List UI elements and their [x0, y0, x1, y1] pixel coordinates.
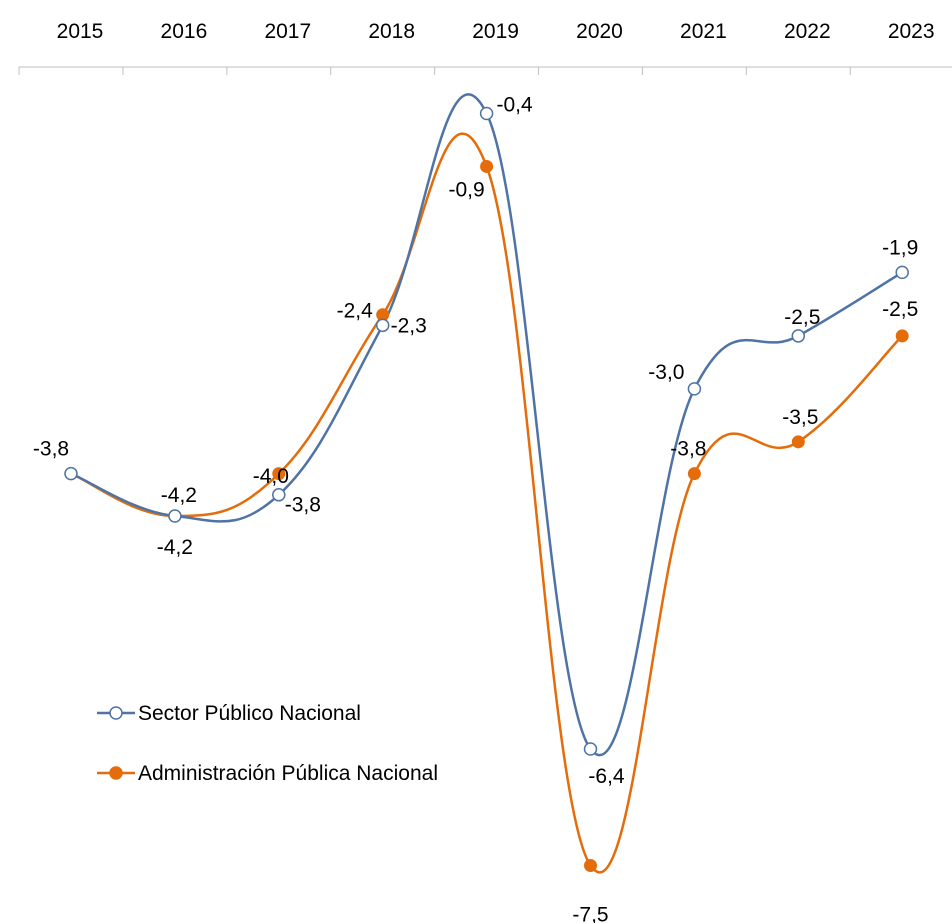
point-administracion-publica [480, 159, 494, 173]
data-label: -4,0 [253, 465, 289, 488]
x-tick-label: 2017 [264, 20, 311, 43]
point-sector-publico [791, 329, 806, 343]
x-tick-label: 2020 [576, 20, 623, 43]
data-label: -2,5 [882, 298, 918, 321]
x-tick-label: 2021 [680, 20, 727, 43]
legend-entry-label: Administración Pública Nacional [138, 762, 438, 785]
data-label: -7,5 [572, 904, 608, 923]
series-line-sector-publico [70, 93, 903, 757]
point-sector-publico [687, 382, 702, 396]
data-label: -4,2 [161, 484, 197, 507]
x-tick-label: 2016 [161, 20, 208, 43]
data-label: -3,8 [285, 494, 321, 517]
data-label: -2,4 [337, 299, 374, 322]
x-tick-label: 2018 [368, 20, 415, 43]
point-sector-publico [895, 265, 909, 280]
x-axis: 2015 2016 2017 2018 2019 2020 2021 2022 2023 [18, 20, 952, 75]
point-sector-publico [168, 509, 182, 523]
x-tick-label: 2019 [472, 20, 519, 43]
data-label: -4,2 [157, 536, 193, 559]
legend-marker [109, 706, 123, 720]
legend-marker [109, 766, 123, 780]
point-administracion-publica [687, 467, 701, 481]
data-label: -1,9 [882, 236, 918, 259]
data-label: -2,3 [391, 315, 427, 338]
data-label: -3,5 [782, 406, 818, 429]
point-sector-publico [583, 742, 598, 756]
point-administracion-publica [584, 859, 597, 872]
point-administracion-publica [272, 467, 286, 481]
data-labels: -4,2 -4,0 -2,4 -0,4 -6,4 -3,0 -2,5 -1,9 -3,8 -4,2… [33, 94, 918, 923]
data-label: -6,4 [588, 765, 625, 788]
data-label: -0,4 [497, 94, 534, 117]
legend: Sector Público Nacional Administración Pú… [97, 702, 438, 785]
data-label: -3,8 [670, 438, 706, 461]
legend-entry-label: Sector Público Nacional [138, 702, 361, 725]
point-administracion-publica [895, 329, 909, 343]
point-sector-publico [64, 466, 78, 481]
point-administracion-publica [791, 435, 805, 449]
data-label: -3,8 [33, 438, 69, 461]
x-tick-label: 2015 [57, 20, 104, 43]
data-label: -3,0 [648, 361, 684, 384]
x-tick-label: 2023 [888, 20, 935, 43]
x-tick-label: 2022 [784, 20, 831, 43]
point-sector-publico [479, 106, 494, 121]
data-label: -2,5 [784, 306, 820, 329]
series-layer [64, 93, 909, 874]
data-label: -0,9 [449, 178, 485, 201]
point-sector-publico [375, 318, 390, 333]
point-sector-publico [272, 488, 286, 502]
